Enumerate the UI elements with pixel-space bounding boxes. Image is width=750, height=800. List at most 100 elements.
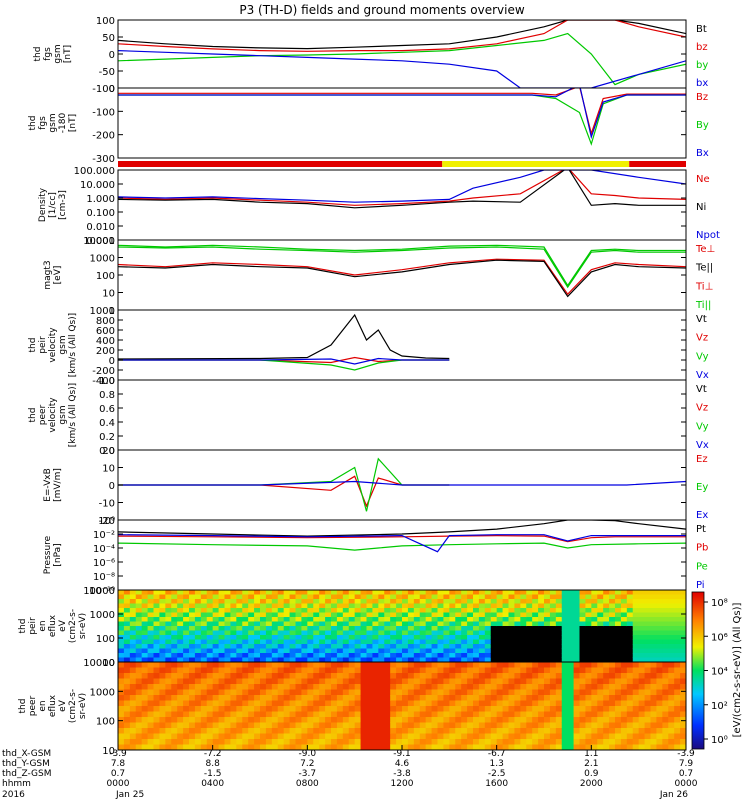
heat-cell [644,603,651,609]
heat-cell [402,673,409,679]
heat-cell [585,653,592,658]
heat-cell [573,648,580,654]
heat-cell [496,648,504,654]
heat-cell [354,639,362,645]
heat-cell [544,648,551,654]
heat-cell [283,653,291,658]
heat-cell [496,621,504,627]
heat-cell [384,644,391,649]
heat-cell [348,608,356,613]
heat-cell [135,733,143,740]
heat-cell [236,599,243,604]
heat-cell [591,594,598,600]
heat-cell [212,711,220,718]
legend-label: Vy [696,351,709,362]
heat-cell [467,667,474,674]
heat-cell [265,689,273,696]
heat-cell [313,684,320,690]
heat-cell [407,673,415,679]
heat-cell [579,706,586,712]
heat-cell [532,648,539,654]
heat-cell [502,700,509,707]
y-tick-label: -400 [92,376,115,387]
heat-cell [135,626,143,631]
heat-cell [407,711,415,718]
heat-cell [425,626,433,631]
heat-cell [141,706,149,712]
heat-cell [135,722,143,729]
heat-cell [526,617,533,622]
heat-cell [455,648,462,654]
heat-cell [561,684,569,690]
y-label-line: velocity [48,397,58,433]
heat-cell [419,662,427,668]
heat-cell [236,621,243,627]
heat-cell [147,648,154,654]
heat-cell [496,653,504,658]
heat-cell [413,639,421,645]
y-label-line: gsm [58,335,68,354]
heat-cell [271,608,279,613]
heat-cell [638,590,646,595]
heat-cell [277,644,285,649]
legend-label: Ez [696,454,708,465]
heat-cell [147,684,154,690]
heat-cell [644,700,651,707]
heat-cell [425,722,433,729]
heat-cell [620,644,628,649]
heat-cell [360,630,367,636]
heat-cell [301,678,308,685]
heat-cell [555,626,563,631]
heat-cell [490,626,498,631]
y-tick-label: 1000 [90,687,115,698]
heat-cell [478,662,486,668]
heat-cell [319,590,326,595]
heat-cell [319,700,326,707]
heat-cell [532,590,539,595]
heat-cell [254,603,261,609]
heat-cell [248,617,255,622]
heat-cell [638,644,646,649]
heat-cell [461,608,468,613]
heat-cell [183,728,190,734]
heat-cell [620,695,628,701]
heat-cell [591,590,598,595]
heat-cell [123,667,131,674]
heat-cell [620,617,628,622]
heat-cell [561,717,569,723]
heat-cell [443,673,450,679]
heat-cell [496,590,504,595]
heat-cell [662,608,669,613]
heat-cell [650,603,657,609]
heat-cell [561,603,569,609]
heat-cell [561,617,569,622]
heat-cell [419,648,427,654]
heat-cell [159,717,166,723]
heat-cell [283,621,291,627]
heat-cell [431,722,438,729]
heat-cell [378,644,385,649]
heat-cell [508,662,515,668]
heat-cell [514,673,521,679]
heat-cell [538,653,545,658]
heat-cell [431,626,438,631]
heat-cell [242,594,249,600]
heat-cell [224,657,231,662]
heat-cell [218,684,225,690]
heat-cell [626,599,634,604]
heat-cell [626,653,634,658]
heat-cell [609,678,616,685]
heat-cell [425,706,433,712]
heat-cell [555,617,563,622]
heat-cell [372,700,379,707]
heat-cell [336,635,344,640]
heat-cell [473,626,480,631]
heat-cell [561,722,569,729]
heat-cell [141,621,149,627]
heat-cell [490,684,498,690]
heat-cell [603,711,610,718]
heat-cell [478,626,486,631]
heat-cell [372,630,379,636]
y-tick-label: 10⁻⁸ [93,572,115,583]
heat-cell [242,657,249,662]
